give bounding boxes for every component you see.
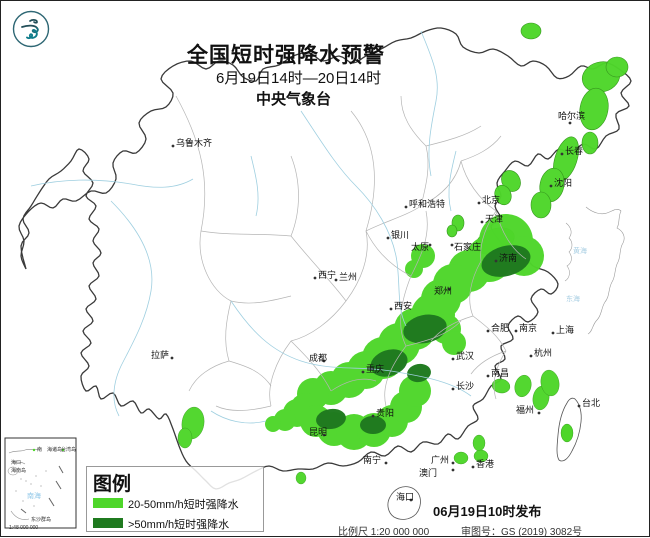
svg-text:东沙群岛: 东沙群岛 [31, 516, 51, 523]
svg-text:南海: 南海 [27, 491, 41, 500]
svg-text:台湾岛: 台湾岛 [61, 446, 76, 453]
svg-text:海南岛: 海南岛 [11, 467, 26, 474]
svg-text:南 海诸岛: 南 海诸岛 [37, 446, 62, 453]
svg-text:1:48 000 000: 1:48 000 000 [9, 525, 38, 531]
svg-text:东海: 东海 [566, 294, 580, 303]
svg-text:海口: 海口 [11, 459, 21, 466]
svg-text:黄海: 黄海 [573, 246, 587, 255]
